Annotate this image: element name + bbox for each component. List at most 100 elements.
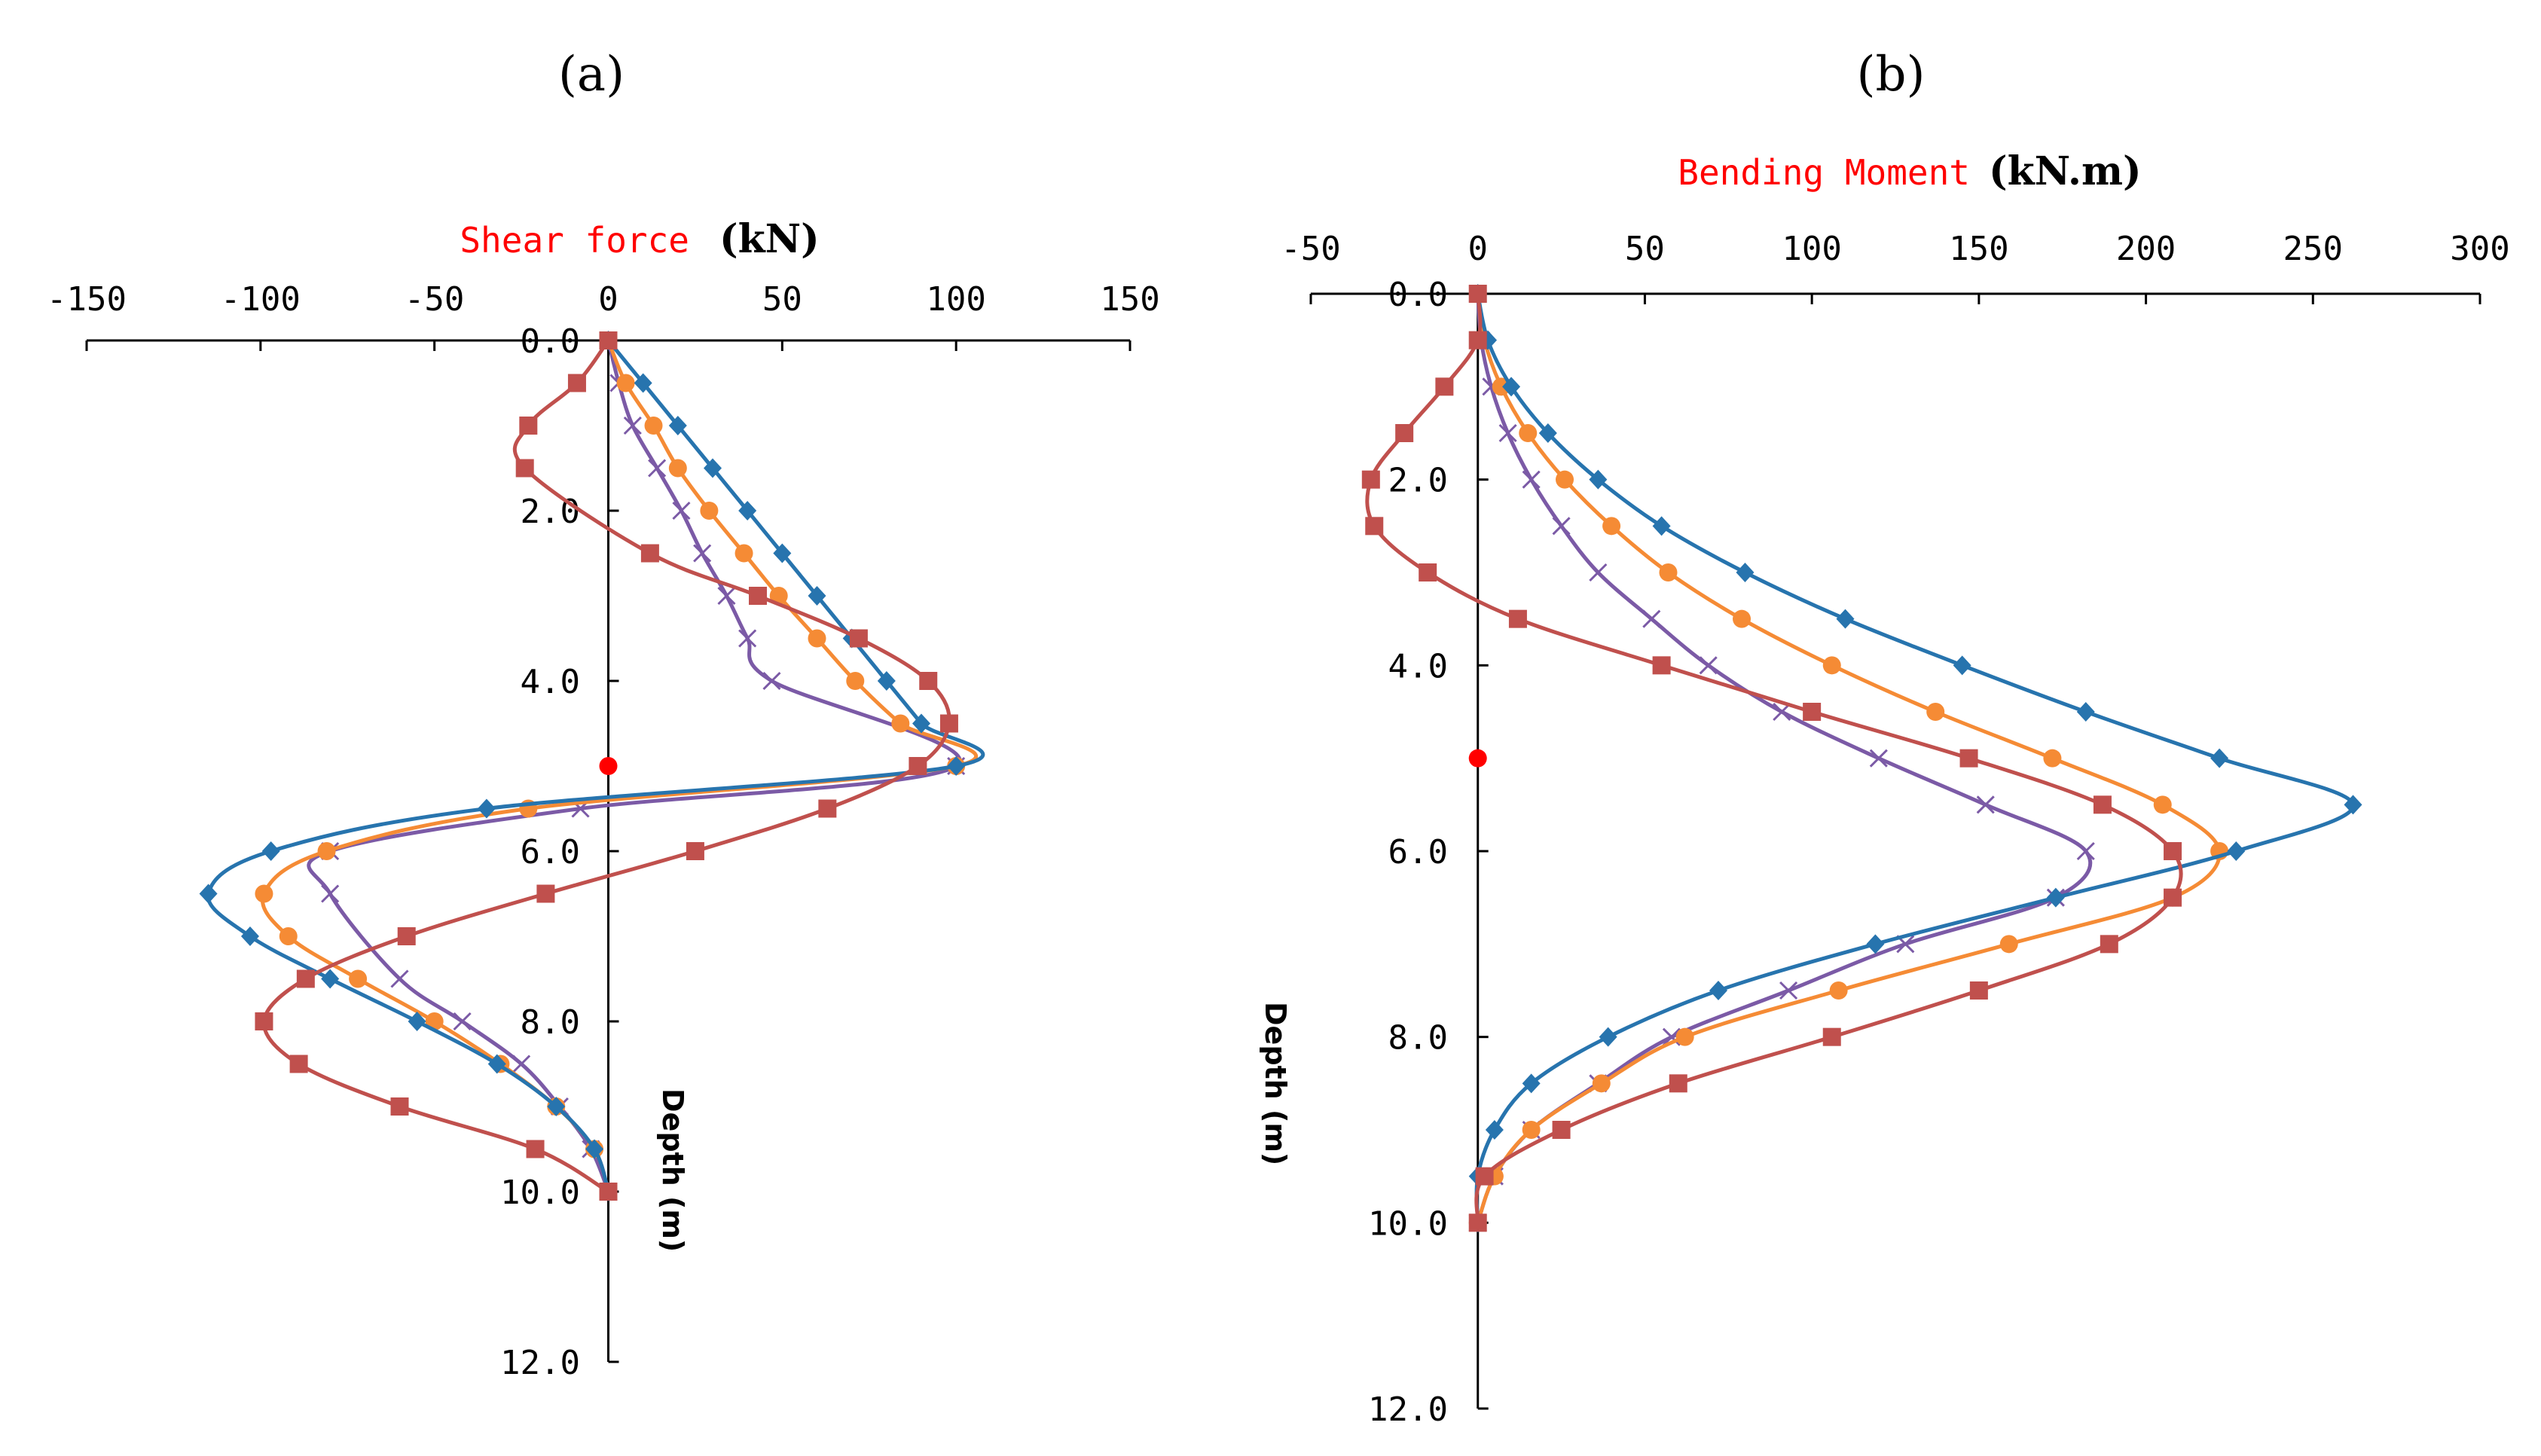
data-point xyxy=(1953,655,1971,676)
data-point xyxy=(1709,981,1727,1000)
data-point xyxy=(2100,935,2118,954)
data-point xyxy=(317,842,336,860)
x-tick-label: -50 xyxy=(1281,230,1340,268)
data-point xyxy=(1498,423,1517,443)
data-point xyxy=(1829,981,1848,1000)
data-point xyxy=(693,544,712,563)
x-tick-label: 250 xyxy=(2283,230,2343,268)
series-sliding-surface xyxy=(599,757,618,775)
panel-label-a: (a) xyxy=(558,47,625,102)
y-tick-label: 0.0 xyxy=(1388,276,1448,314)
data-point xyxy=(2210,748,2229,768)
y-tick-label: 6.0 xyxy=(1388,833,1448,871)
data-point xyxy=(1522,1121,1541,1139)
data-point xyxy=(1959,749,1978,768)
data-point xyxy=(2076,841,2095,861)
data-point xyxy=(255,1012,273,1030)
data-point xyxy=(1468,1213,1487,1232)
data-point xyxy=(289,1055,308,1073)
x-tick-label: 150 xyxy=(1100,280,1159,319)
y-tick-label: 10.0 xyxy=(1368,1204,1448,1243)
data-point xyxy=(846,672,865,690)
series-this-paper-method-m-0 xyxy=(307,331,966,1201)
x-tick-label: 150 xyxy=(1949,230,2008,268)
axes-b: -50 0 50 100 150 200 250 300 0.0 2.0 4.0 6.0 8.0 10.0… xyxy=(1281,230,2509,1429)
data-point xyxy=(818,799,837,818)
data-point xyxy=(1599,1027,1617,1047)
data-point xyxy=(2043,749,2062,768)
data-point xyxy=(599,331,618,350)
y-tick-label: 4.0 xyxy=(521,663,580,701)
data-point xyxy=(668,416,687,435)
data-point xyxy=(1468,331,1487,350)
series-sliding-surface xyxy=(1468,749,1487,768)
data-point xyxy=(1822,1027,1841,1046)
data-point xyxy=(773,543,792,563)
data-point xyxy=(1869,749,1888,768)
chart-title-unit-a: (kN) xyxy=(719,216,820,262)
data-point xyxy=(1675,1027,1694,1046)
series-lirer-monitoring-results xyxy=(1361,285,2183,1232)
y-tick-label: 12.0 xyxy=(1368,1390,1448,1429)
data-point xyxy=(2164,888,2182,907)
data-point xyxy=(279,927,298,945)
data-point xyxy=(1662,1027,1681,1046)
chart-panel-a: (a) Shear force (kN) Depth (m) -150 -100-… xyxy=(47,47,1160,1382)
x-tick-label: 300 xyxy=(2450,230,2509,268)
data-point xyxy=(2344,795,2362,815)
chart-title-a: Shear force (kN) xyxy=(460,216,819,262)
data-point xyxy=(1736,563,1755,582)
x-tick-label: -150 xyxy=(47,280,127,319)
data-point xyxy=(255,884,273,903)
data-point xyxy=(1733,609,1752,628)
series-lirer-monitoring-results xyxy=(255,331,958,1201)
y-tick-label: 4.0 xyxy=(1388,647,1448,685)
data-point xyxy=(1502,377,1521,397)
data-point xyxy=(648,459,667,478)
series-line xyxy=(307,340,962,1192)
data-point xyxy=(1779,981,1798,1000)
y-tick-label: 2.0 xyxy=(1388,462,1448,500)
data-point xyxy=(526,1140,545,1158)
chart-title-unit-b: (kN.m) xyxy=(1989,148,2142,194)
x-tick-label: 200 xyxy=(2116,230,2176,268)
data-point xyxy=(634,373,652,393)
data-point xyxy=(515,459,534,478)
data-point xyxy=(1522,1073,1541,1094)
data-point xyxy=(1485,1120,1504,1140)
data-point xyxy=(640,544,659,563)
data-point xyxy=(686,842,704,860)
data-point xyxy=(1419,563,1437,581)
data-point xyxy=(2164,842,2182,860)
data-point xyxy=(1803,703,1822,721)
series-this-paper-method-m-0-4 xyxy=(1468,285,2229,1232)
data-point xyxy=(1926,703,1945,721)
chart-title-b: Bending Moment (kN.m) xyxy=(1678,148,2141,194)
data-point xyxy=(919,672,938,690)
y-tick-label: 10.0 xyxy=(500,1174,580,1212)
data-point xyxy=(487,1054,506,1074)
data-point xyxy=(1642,609,1661,628)
data-point xyxy=(616,374,635,392)
data-point xyxy=(1999,935,2018,954)
data-point xyxy=(912,713,930,734)
chart-title-text-a: Shear force xyxy=(460,220,689,261)
x-tick-label: 0 xyxy=(1467,230,1488,268)
data-point xyxy=(1699,656,1718,675)
y-tick-label: 0.0 xyxy=(521,322,580,361)
data-point xyxy=(1652,656,1671,675)
data-point xyxy=(585,1139,604,1159)
data-point xyxy=(519,417,538,435)
data-point xyxy=(390,1097,409,1116)
data-point xyxy=(261,841,280,861)
chart-panel-b: (b) Bending Moment (kN.m) Depth (m) -50 0… xyxy=(1259,47,2510,1429)
data-point xyxy=(567,374,586,392)
data-point xyxy=(808,629,826,648)
data-point xyxy=(704,458,722,478)
data-point xyxy=(909,757,927,775)
x-tick-label: 50 xyxy=(762,280,802,319)
data-point xyxy=(599,757,618,775)
data-point xyxy=(1969,981,1988,1000)
data-point xyxy=(717,586,736,606)
y-axis-label-b: Depth (m) xyxy=(1259,1002,1292,1165)
